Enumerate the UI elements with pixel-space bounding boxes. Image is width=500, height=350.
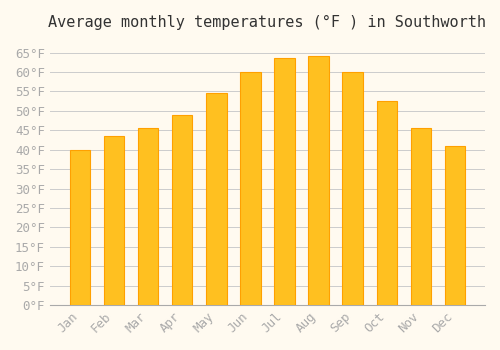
Bar <box>274 58 294 305</box>
Title: Average monthly temperatures (°F ) in Southworth: Average monthly temperatures (°F ) in So… <box>48 15 486 30</box>
Bar <box>445 146 465 305</box>
Bar <box>342 72 363 305</box>
Bar <box>104 136 124 305</box>
Bar <box>206 93 227 305</box>
Bar <box>240 72 260 305</box>
Bar <box>138 128 158 305</box>
Bar <box>308 56 329 305</box>
Bar <box>172 115 193 305</box>
Bar <box>376 101 397 305</box>
Bar <box>70 150 90 305</box>
Bar <box>410 128 431 305</box>
